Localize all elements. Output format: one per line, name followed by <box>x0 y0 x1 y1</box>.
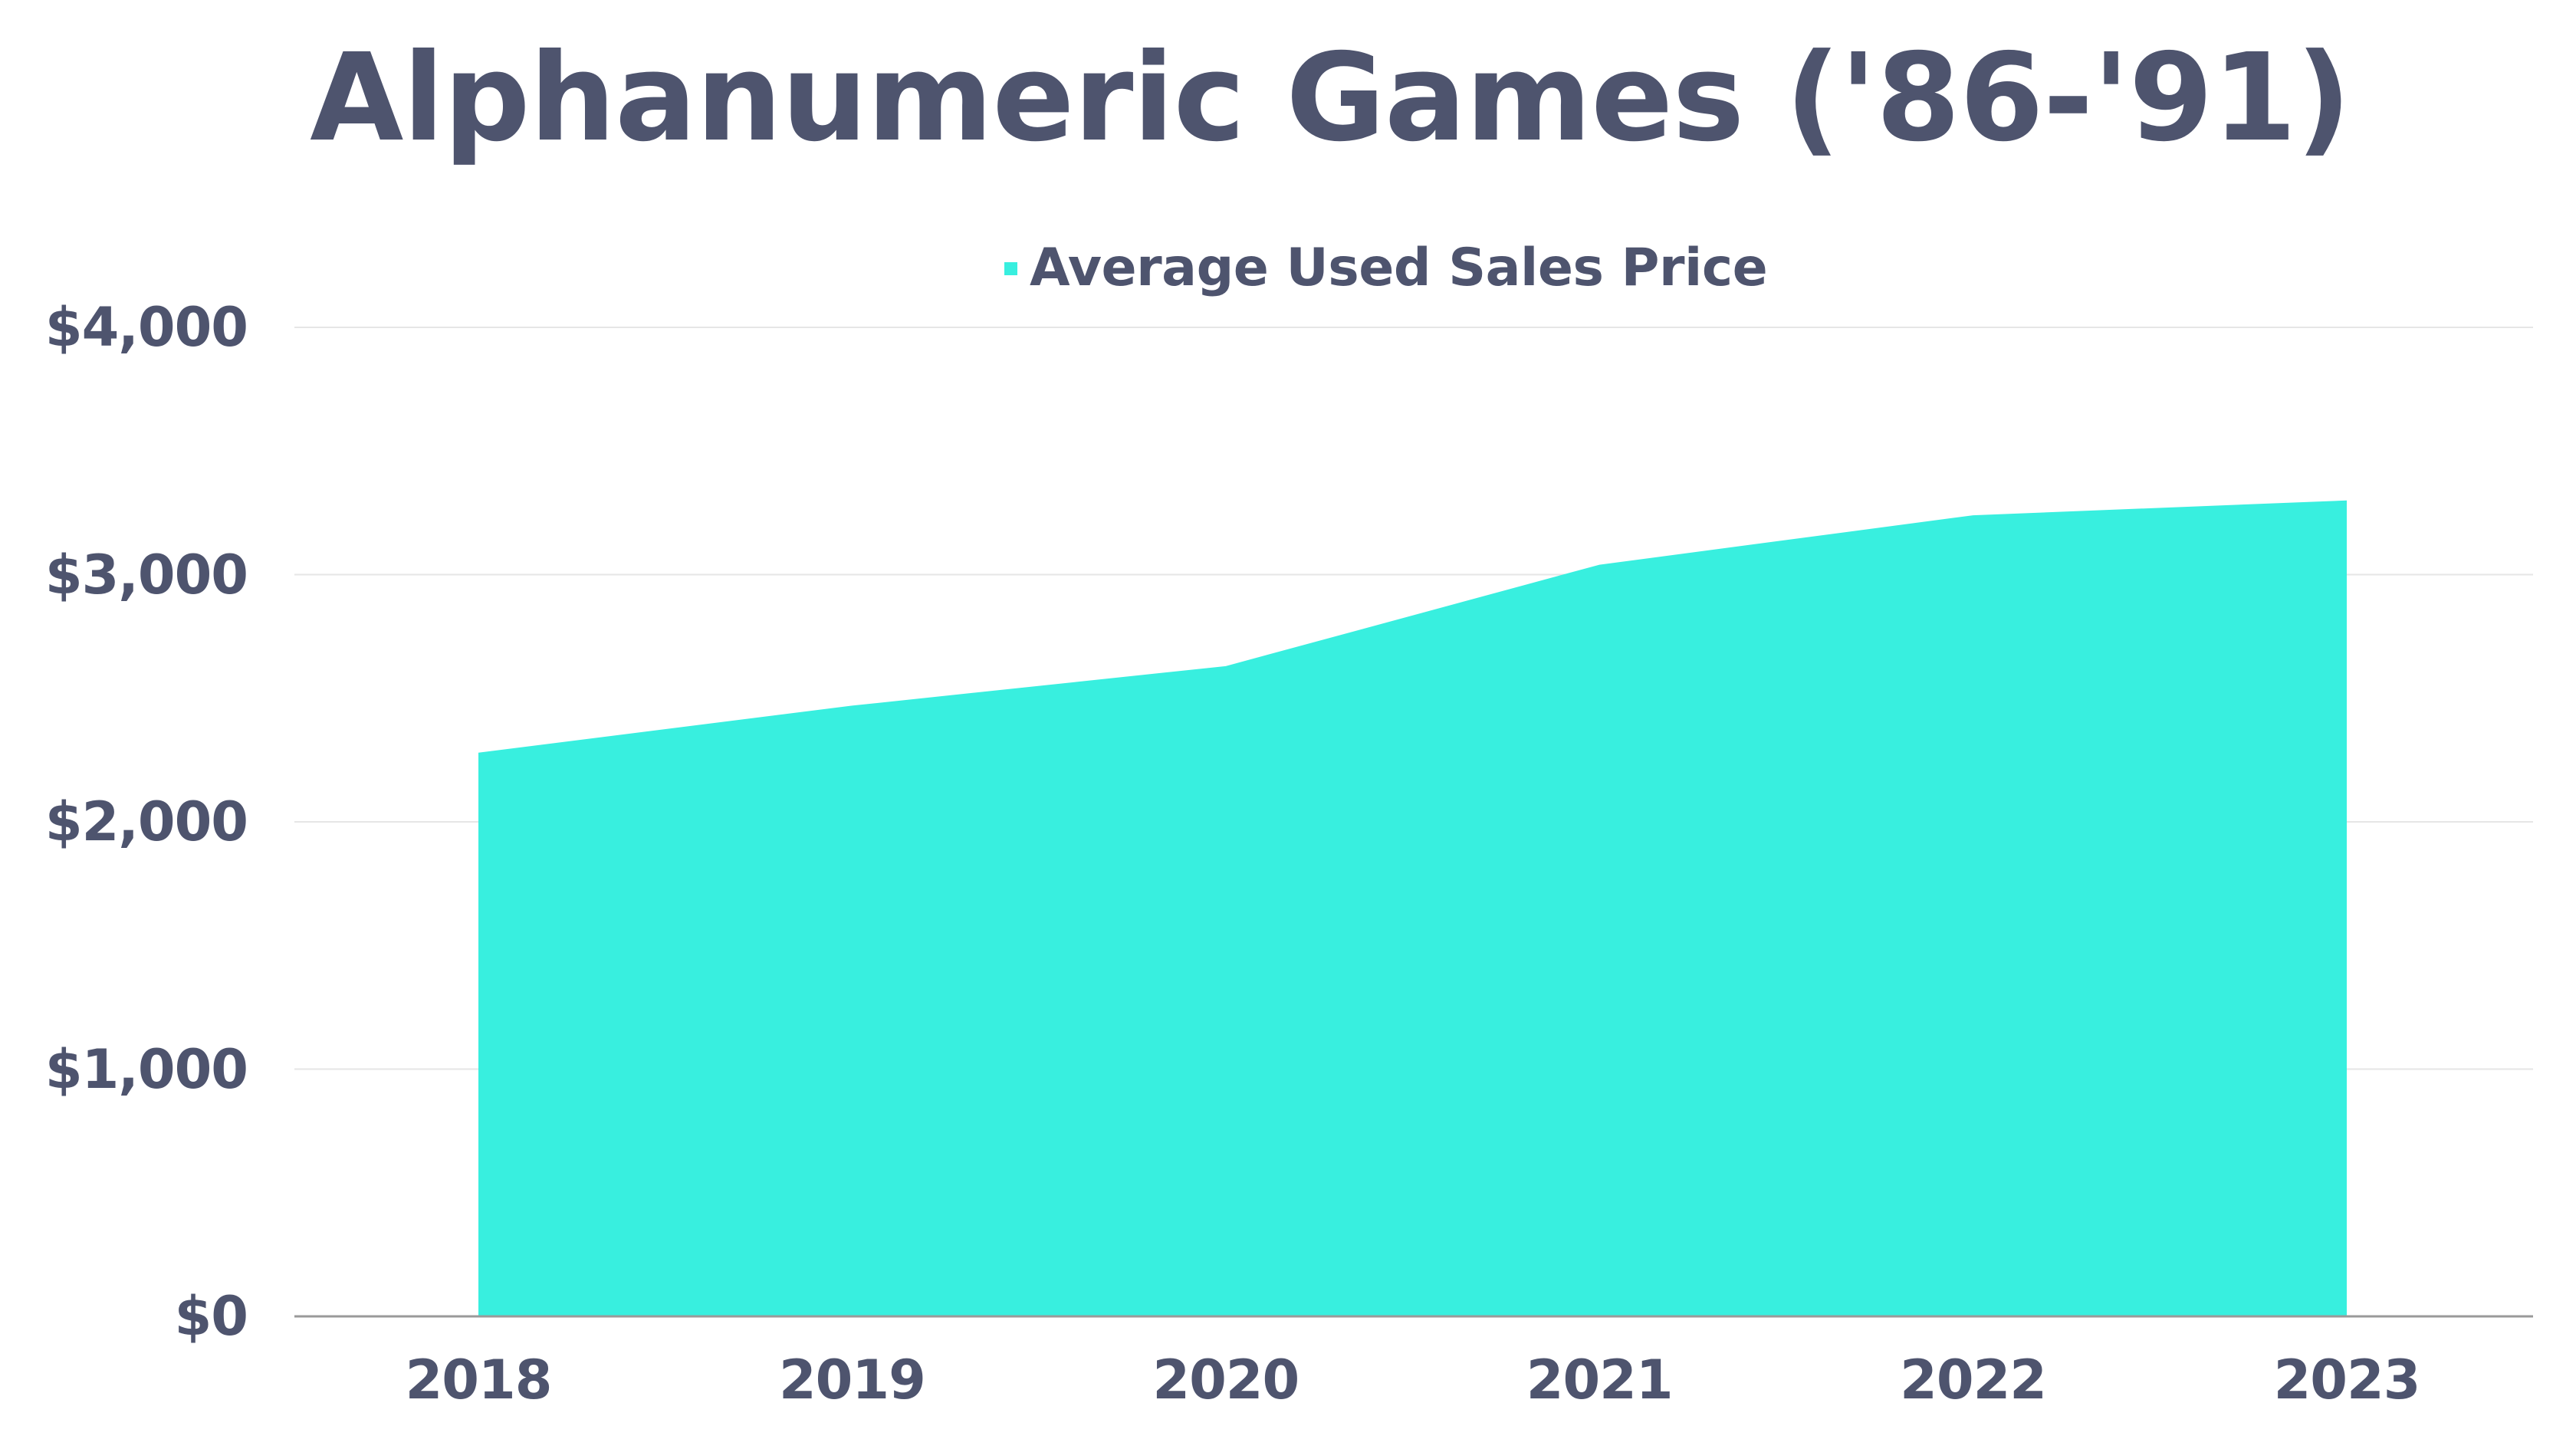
x-tick-label: 2021 <box>1526 1349 1674 1411</box>
y-tick-label: $3,000 <box>44 543 248 606</box>
legend: Average Used Sales Price <box>1004 238 1768 299</box>
chart-title: Alphanumeric Games ('86-'91) <box>310 28 2351 169</box>
y-tick-label: $4,000 <box>44 296 248 359</box>
area-series-average-used-sales-price <box>478 500 2347 1316</box>
y-tick-label: $1,000 <box>44 1037 248 1101</box>
x-tick-label: 2023 <box>2273 1349 2421 1411</box>
x-tick-label: 2019 <box>778 1349 926 1411</box>
x-tick-label: 2018 <box>405 1349 553 1411</box>
y-tick-label: $2,000 <box>44 790 248 853</box>
x-tick-label: 2022 <box>1900 1349 2047 1411</box>
x-tick-label: 2020 <box>1152 1349 1300 1411</box>
y-tick-label: $0 <box>174 1285 248 1348</box>
legend-swatch-icon <box>1004 261 1017 275</box>
legend-label: Average Used Sales Price <box>1030 238 1768 298</box>
